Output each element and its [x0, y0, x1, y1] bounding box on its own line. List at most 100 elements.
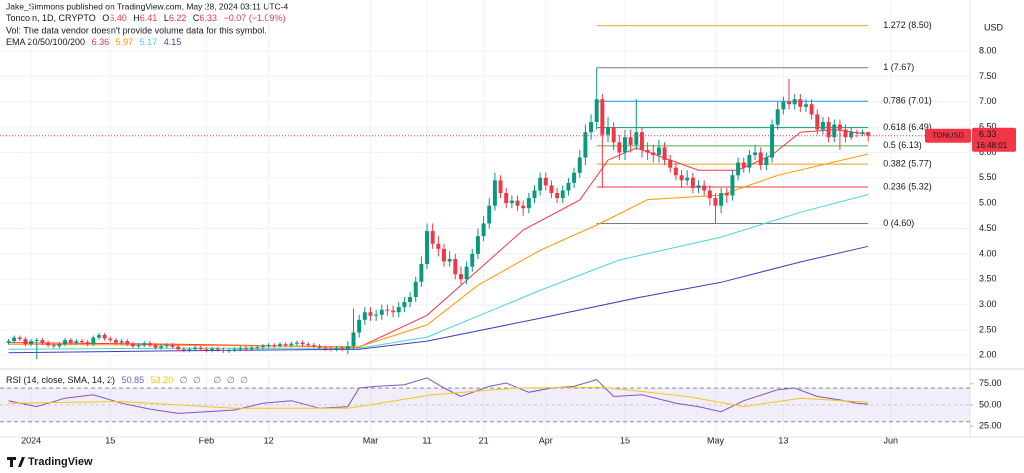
- candle-body: [289, 343, 294, 346]
- candle-body: [560, 190, 565, 199]
- y-tick-label: 2.00: [979, 350, 997, 360]
- candle-body: [283, 344, 288, 346]
- candle-body: [526, 198, 531, 209]
- price-tag-bg: [972, 127, 1016, 152]
- candle-body: [6, 341, 11, 343]
- candle-body: [102, 335, 107, 339]
- candle-body: [51, 345, 56, 347]
- candle-body: [204, 349, 209, 351]
- rsi-line: [8, 386, 869, 409]
- candle-body: [753, 152, 758, 155]
- candle-body: [747, 154, 752, 168]
- candle-body: [340, 348, 345, 350]
- candle-body: [538, 177, 543, 191]
- candle-body: [509, 200, 514, 204]
- ema-line: [8, 129, 869, 348]
- candle-body: [843, 129, 848, 138]
- x-tick-label: 2024: [21, 435, 41, 445]
- fib-label: 0.236 (5.32): [883, 181, 932, 191]
- candle-body: [113, 340, 118, 343]
- fib-label: 0.786 (7.01): [883, 96, 932, 106]
- candle-body: [311, 345, 316, 347]
- ema-value: 6.36: [92, 37, 110, 47]
- ema-value: 4.15: [164, 37, 182, 47]
- y-tick-label: 3.50: [979, 274, 997, 284]
- candle-body: [108, 338, 113, 341]
- fib-label: 1.272 (8.50): [883, 20, 932, 30]
- candle-body: [606, 127, 610, 135]
- candle-body: [849, 132, 854, 138]
- candle-body: [549, 185, 554, 194]
- ema-line: [8, 194, 869, 350]
- candle-body: [181, 349, 186, 351]
- candle-body: [702, 185, 707, 191]
- symbol-tag: TONUSD: [932, 131, 964, 140]
- candle-body: [119, 341, 124, 343]
- candle-body: [498, 180, 503, 194]
- candle-body: [334, 348, 339, 350]
- candle-body: [611, 127, 616, 143]
- candle-body: [385, 309, 390, 311]
- candle-body: [57, 344, 62, 347]
- price-tag: 6.33: [979, 129, 997, 139]
- candle-body: [142, 343, 147, 346]
- candle-body: [244, 348, 249, 350]
- candle-body: [860, 132, 865, 134]
- candle-body: [594, 99, 599, 123]
- symbol-legend: Toncoin, 1D, CRYPTO O6.40 H6.41 L6.22 C6…: [6, 13, 286, 23]
- candle-body: [628, 137, 633, 145]
- candle-body: [832, 124, 837, 138]
- y-tick-label: 6.00: [979, 147, 997, 157]
- candle-body: [458, 274, 463, 280]
- footer-brand: TradingView: [28, 456, 93, 468]
- fib-label: 0.5 (6.13): [883, 140, 922, 150]
- candle-body: [34, 340, 39, 342]
- x-tick-label: Feb: [199, 435, 215, 445]
- candle-body: [837, 124, 842, 130]
- y-tick-label: 4.00: [979, 248, 997, 258]
- candle-body: [408, 296, 413, 303]
- symbol: Toncoin, 1D, CRYPTO: [6, 13, 96, 23]
- candle-body: [719, 193, 724, 206]
- candle-body: [447, 258, 452, 262]
- candle-body: [345, 346, 350, 350]
- x-tick-label: Jun: [884, 435, 899, 445]
- candle-body: [74, 341, 79, 343]
- candle-body: [227, 350, 232, 352]
- ohlc-label: O: [102, 13, 109, 23]
- candle-body: [713, 198, 718, 206]
- rsi-value: 50.85: [122, 375, 145, 385]
- y-tick-label: 7.50: [979, 71, 997, 81]
- candle-body: [68, 340, 73, 343]
- fib-label: 0.382 (5.77): [883, 158, 932, 168]
- fib-label: 1 (7.67): [883, 62, 914, 72]
- candle-body: [176, 346, 181, 350]
- candle-body: [300, 342, 305, 345]
- rsi-tick-label: 75.00: [979, 378, 1002, 388]
- candle-body: [730, 175, 735, 196]
- candle-body: [583, 132, 588, 158]
- candle-body: [572, 172, 577, 183]
- rsi-extra: ∅: [240, 375, 248, 385]
- fib-label: 0.618 (6.49): [883, 122, 932, 132]
- y-tick-label: 8.00: [979, 45, 997, 55]
- x-tick-label: 15: [105, 435, 115, 445]
- ohlc-label: C: [193, 13, 200, 23]
- countdown: 16:48:01: [976, 141, 1008, 150]
- candle-body: [272, 345, 277, 347]
- ohlc-label: H: [133, 13, 140, 23]
- candle-body: [413, 281, 418, 297]
- candle-body: [351, 332, 356, 347]
- candle-body: [679, 175, 684, 181]
- candle-body: [249, 347, 254, 350]
- ema-line: [8, 153, 869, 348]
- candle-body: [198, 347, 203, 350]
- candle-body: [492, 180, 497, 206]
- y-tick-label: 3.00: [979, 299, 997, 309]
- x-tick-label: Apr: [539, 435, 553, 445]
- candle-body: [854, 132, 859, 134]
- candle-body: [80, 341, 84, 343]
- candle-body: [164, 345, 169, 347]
- candle-body: [685, 177, 690, 181]
